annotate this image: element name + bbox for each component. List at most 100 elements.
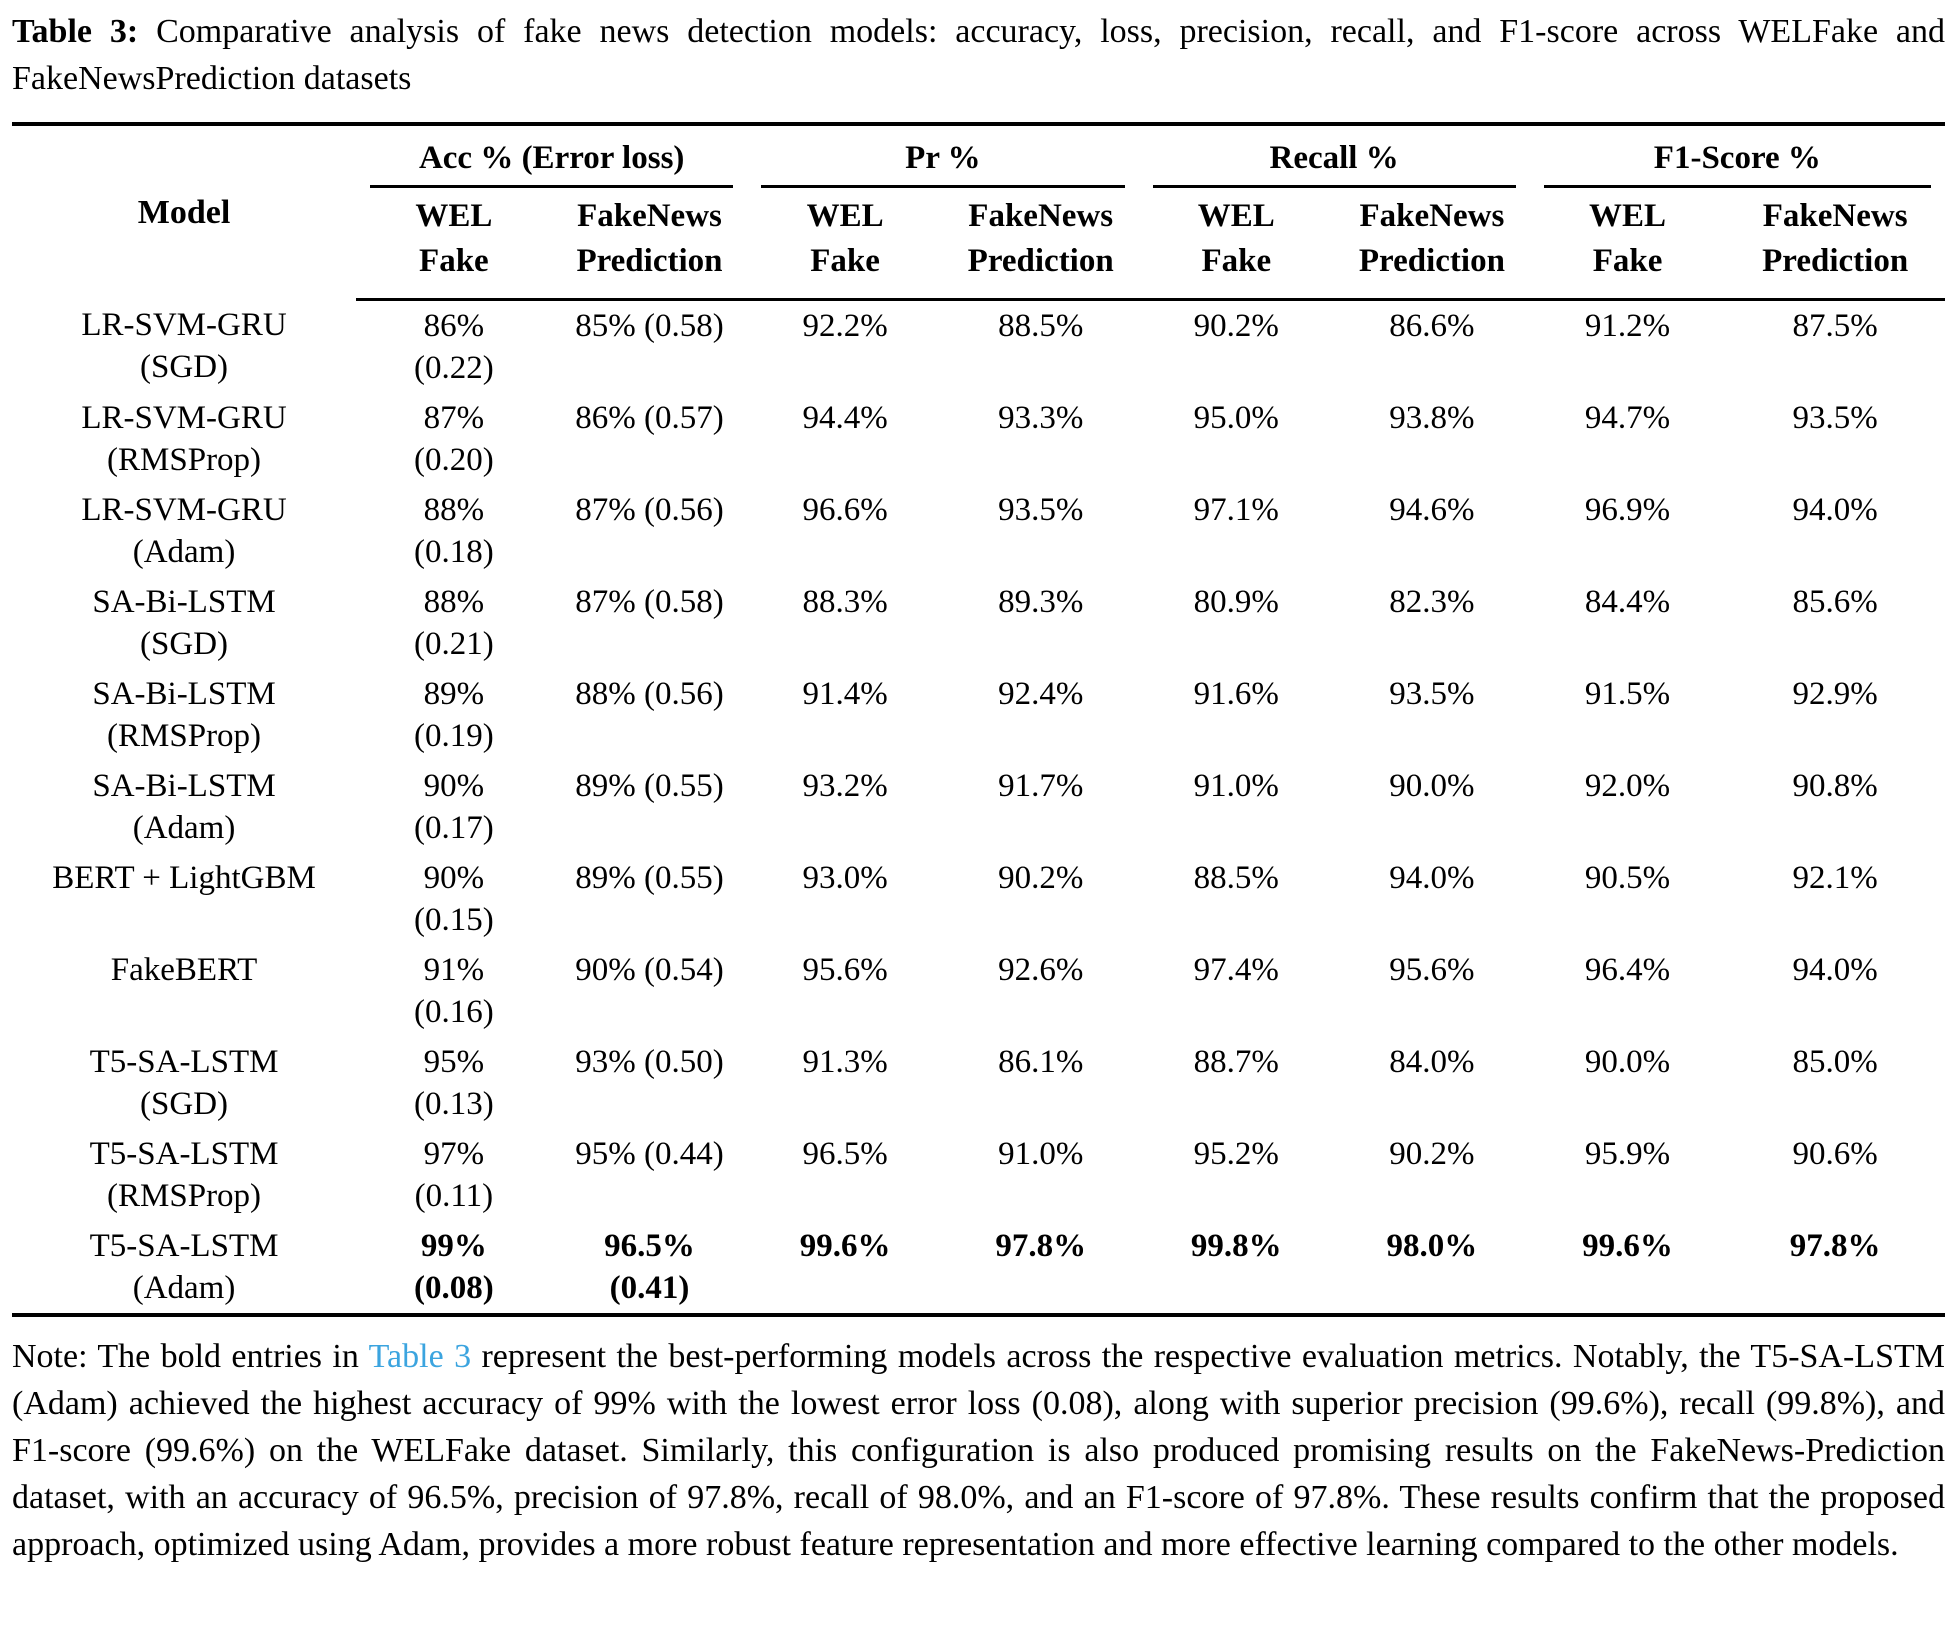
model-cell: T5-SA-LSTM (Adam) xyxy=(12,1221,356,1315)
value-cell: 86% (0.22) xyxy=(356,300,552,394)
value-cell: 91.5% xyxy=(1530,669,1726,761)
table-3-link[interactable]: Table 3 xyxy=(368,1338,472,1375)
table-row: SA-Bi-LSTM (RMSProp) 89% (0.19) 88% (0.56) 91… xyxy=(12,669,1945,761)
cell-line-2 xyxy=(1334,531,1530,573)
value-cell: 90.0% xyxy=(1530,1037,1726,1129)
cell-line-2: (Adam) xyxy=(132,810,236,846)
model-cell: BERT + LightGBM xyxy=(12,853,356,945)
table-row: T5-SA-LSTM (RMSProp) 97% (0.11) 95% (0.44) 96… xyxy=(12,1129,1945,1221)
cell-line-2 xyxy=(747,531,943,573)
cell-line-1: 91% xyxy=(423,952,485,988)
cell-line-1: 90% xyxy=(423,768,485,804)
value-cell: 85.0% xyxy=(1725,1037,1945,1129)
column-group-f1score: F1-Score % xyxy=(1530,124,1945,188)
cell-line-1: 87% xyxy=(423,400,485,436)
value-cell: 88% (0.18) xyxy=(356,485,552,577)
cell-line-1: 88.7% xyxy=(1193,1044,1279,1080)
cell-line-2: (RMSProp) xyxy=(107,718,262,754)
cell-line-2 xyxy=(1530,715,1726,757)
value-cell: 88% (0.21) xyxy=(356,577,552,669)
cell-line-1: 90.2% xyxy=(998,860,1084,896)
column-group-recall: Recall % xyxy=(1139,124,1530,188)
cell-line-1: 84.4% xyxy=(1584,584,1671,620)
cell-line-1: 90.0% xyxy=(1389,768,1475,804)
value-cell: 91.0% xyxy=(1139,761,1335,853)
cell-line-2 xyxy=(943,1267,1139,1309)
cell-line-2 xyxy=(552,1083,748,1125)
value-cell: 87% (0.58) xyxy=(552,577,748,669)
column-group-f1score-label: F1-Score % xyxy=(1543,126,1931,188)
cell-line-2 xyxy=(1334,715,1530,757)
value-cell: 90.2% xyxy=(1334,1129,1530,1221)
cell-line-1: 85% (0.58) xyxy=(575,308,724,344)
cell-line-1: 88.5% xyxy=(1193,860,1279,896)
value-cell: 86% (0.57) xyxy=(552,393,748,485)
value-cell: 95% (0.13) xyxy=(356,1037,552,1129)
value-cell: 94.4% xyxy=(747,393,943,485)
value-cell: 90% (0.17) xyxy=(356,761,552,853)
subheader-pr-welfake: WEL Fake xyxy=(747,188,943,301)
value-cell: 91.2% xyxy=(1530,300,1726,394)
column-group-precision: Pr % xyxy=(747,124,1138,188)
cell-line-2: (0.21) xyxy=(414,626,494,662)
cell-line-1: 91.6% xyxy=(1193,676,1279,712)
cell-line-1: 99% xyxy=(420,1228,487,1264)
cell-line-2 xyxy=(943,531,1139,573)
cell-line-1: 87% (0.58) xyxy=(575,584,724,620)
column-header-model: Model xyxy=(137,193,231,231)
cell-line-1: 91.0% xyxy=(1193,768,1279,804)
cell-line-1: 91.4% xyxy=(802,676,888,712)
cell-line-2 xyxy=(1139,991,1335,1033)
value-cell: 91% (0.16) xyxy=(356,945,552,1037)
value-cell: 93.5% xyxy=(1334,669,1530,761)
cell-line-1: 88% (0.56) xyxy=(575,676,724,712)
cell-line-1: 86% (0.57) xyxy=(575,400,724,436)
subheader-line: WEL xyxy=(415,198,493,234)
cell-line-1: 86.6% xyxy=(1389,308,1475,344)
column-group-accuracy-label: Acc % (Error loss) xyxy=(370,126,734,188)
table-row: T5-SA-LSTM (Adam) 99% (0.08) 96.5% (0.41) 99.6… xyxy=(12,1221,1945,1315)
cell-line-2 xyxy=(943,899,1139,941)
value-cell: 94.0% xyxy=(1725,945,1945,1037)
cell-line-1: FakeBERT xyxy=(110,952,258,988)
cell-line-1: 96.6% xyxy=(802,492,888,528)
cell-line-2 xyxy=(747,347,943,389)
subheader-acc-fakenewsprediction: FakeNews Prediction xyxy=(551,188,748,301)
cell-line-2 xyxy=(747,1267,943,1309)
cell-line-2 xyxy=(552,531,748,573)
cell-line-2 xyxy=(1530,347,1726,389)
cell-line-2 xyxy=(1139,623,1335,665)
cell-line-1: 93.5% xyxy=(1792,400,1878,436)
cell-line-1: 90.6% xyxy=(1792,1136,1878,1172)
cell-line-1: 92.2% xyxy=(802,308,888,344)
table-caption-text: Comparative analysis of fake news detect… xyxy=(12,13,1946,97)
value-cell: 86.1% xyxy=(943,1037,1139,1129)
cell-line-1: 93.5% xyxy=(998,492,1084,528)
subheader-line: Prediction xyxy=(576,243,723,279)
table-row: LR-SVM-GRU (Adam) 88% (0.18) 87% (0.56) 96.6%… xyxy=(12,485,1945,577)
cell-line-1: 94.0% xyxy=(1792,952,1878,988)
value-cell: 98.0% xyxy=(1334,1221,1530,1315)
cell-line-1: 91.2% xyxy=(1584,308,1671,344)
value-cell: 87.5% xyxy=(1725,300,1945,394)
cell-line-1: 90.2% xyxy=(1193,308,1279,344)
cell-line-1: 96.4% xyxy=(1584,952,1671,988)
cell-line-1: 97.8% xyxy=(1789,1228,1881,1264)
model-cell: LR-SVM-GRU (Adam) xyxy=(12,485,356,577)
value-cell: 99% (0.08) xyxy=(356,1221,552,1315)
cell-line-1: 97.1% xyxy=(1193,492,1279,528)
cell-line-1: BERT + LightGBM xyxy=(52,860,316,896)
table-note: Note: The bold entries in Table 3 repres… xyxy=(12,1333,1945,1568)
column-group-precision-label: Pr % xyxy=(761,126,1125,188)
cell-line-1: 92.6% xyxy=(998,952,1084,988)
group-header-row: Model Acc % (Error loss) Pr % Recall % F… xyxy=(12,124,1945,231)
cell-line-1: 92.1% xyxy=(1792,860,1878,896)
cell-line-1: 80.9% xyxy=(1193,584,1279,620)
value-cell: 92.1% xyxy=(1725,853,1945,945)
value-cell: 97.4% xyxy=(1139,945,1335,1037)
model-cell: LR-SVM-GRU (SGD) xyxy=(12,300,356,394)
cell-line-2 xyxy=(1530,899,1726,941)
cell-line-2 xyxy=(1139,347,1335,389)
cell-line-2 xyxy=(1334,439,1530,481)
cell-line-1: 96.5% xyxy=(604,1228,695,1264)
